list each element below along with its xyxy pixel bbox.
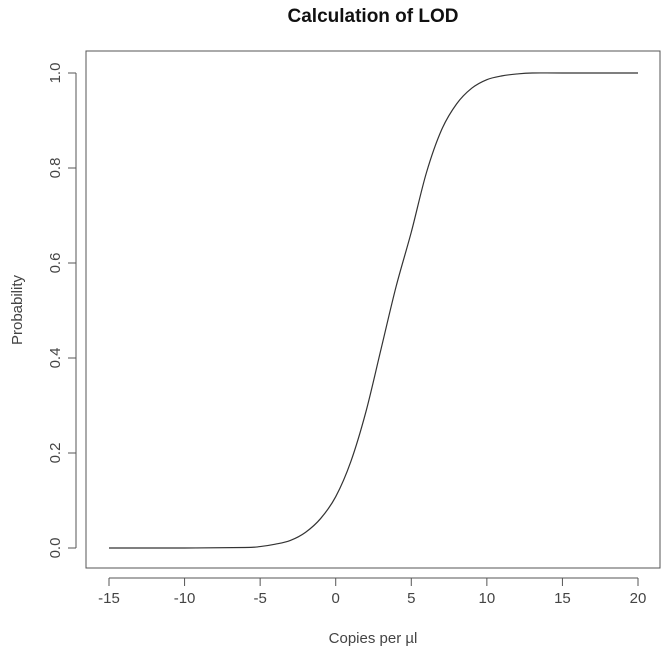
y-tick-label: 0.8 (47, 158, 64, 179)
y-tick-label: 0.4 (47, 348, 64, 369)
y-tick-label: 1.0 (47, 63, 64, 84)
x-tick-label: 20 (630, 590, 647, 607)
y-tick-label: 0.0 (47, 538, 64, 559)
x-axis-title: Copies per µl (329, 630, 418, 647)
x-tick-label: 0 (332, 590, 340, 607)
x-tick-label: -15 (98, 590, 120, 607)
y-tick-label: 0.2 (47, 443, 64, 464)
y-axis-title: Probability (9, 274, 26, 345)
y-tick-label: 0.6 (47, 253, 64, 274)
y-axis: 0.0 0.2 0.4 0.6 0.8 1.0 (47, 63, 77, 559)
x-axis: -15 -10 -5 0 5 10 15 20 (98, 577, 647, 607)
x-tick-label: 5 (407, 590, 415, 607)
plot-frame (85, 50, 661, 569)
x-tick-label: -10 (174, 590, 196, 607)
x-tick-label: 15 (554, 590, 571, 607)
series-line-probability (108, 72, 638, 549)
x-tick-label: -5 (253, 590, 266, 607)
chart-title: Calculation of LOD (288, 6, 459, 27)
x-tick-label: 10 (479, 590, 496, 607)
